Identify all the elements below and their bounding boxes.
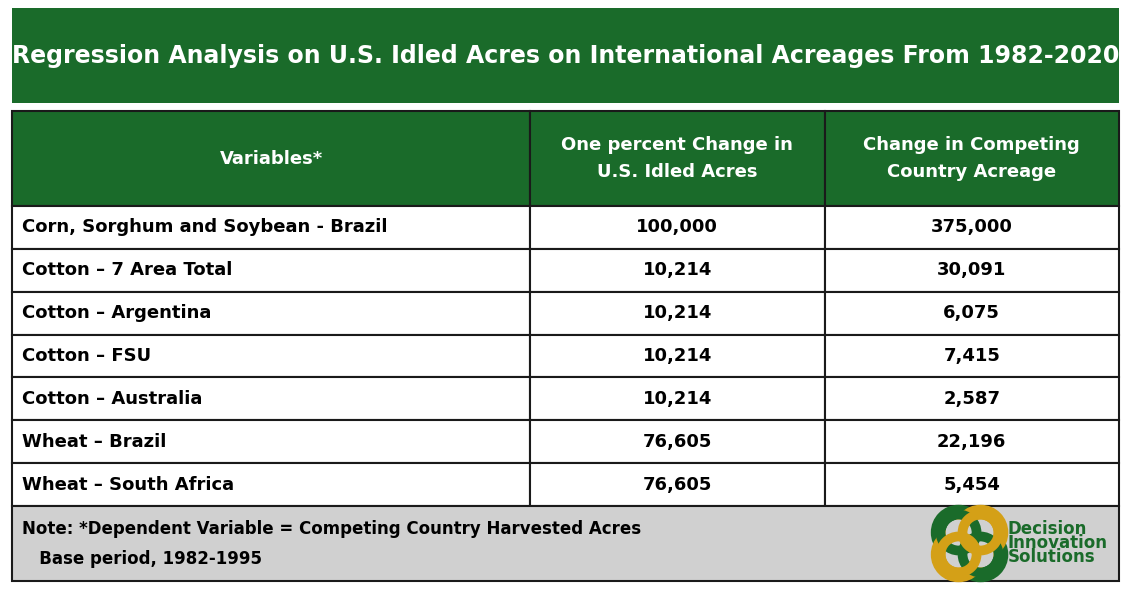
- Bar: [824, 292, 1119, 335]
- Text: Note: *Dependent Variable = Competing Country Harvested Acres: Note: *Dependent Variable = Competing Co…: [21, 519, 641, 538]
- Bar: [824, 335, 1119, 378]
- Circle shape: [946, 541, 972, 567]
- Text: Decision: Decision: [1008, 521, 1087, 538]
- Text: 100,000: 100,000: [637, 219, 718, 236]
- Text: Variables*: Variables*: [219, 150, 322, 167]
- Text: Wheat – Brazil: Wheat – Brazil: [21, 433, 166, 451]
- Circle shape: [946, 519, 972, 545]
- Bar: [824, 249, 1119, 292]
- Text: Innovation: Innovation: [1008, 534, 1107, 552]
- Circle shape: [967, 519, 993, 545]
- Bar: [530, 111, 824, 206]
- Bar: [824, 378, 1119, 421]
- Text: 6,075: 6,075: [943, 304, 1000, 322]
- Bar: [12, 378, 530, 421]
- Text: 22,196: 22,196: [938, 433, 1007, 451]
- Text: 10,214: 10,214: [642, 262, 713, 279]
- Text: 375,000: 375,000: [931, 219, 1012, 236]
- Text: Cotton – FSU: Cotton – FSU: [21, 347, 152, 365]
- Bar: [530, 335, 824, 378]
- Text: 76,605: 76,605: [642, 433, 713, 451]
- Text: Cotton – Australia: Cotton – Australia: [21, 390, 202, 408]
- Text: 2,587: 2,587: [943, 390, 1000, 408]
- Bar: [824, 206, 1119, 249]
- Bar: [12, 335, 530, 378]
- Text: 7,415: 7,415: [943, 347, 1000, 365]
- Text: 10,214: 10,214: [642, 304, 713, 322]
- Text: 10,214: 10,214: [642, 390, 713, 408]
- Bar: [530, 292, 824, 335]
- Bar: [12, 292, 530, 335]
- Text: Corn, Sorghum and Soybean - Brazil: Corn, Sorghum and Soybean - Brazil: [21, 219, 388, 236]
- Text: One percent Change in
U.S. Idled Acres: One percent Change in U.S. Idled Acres: [561, 136, 793, 181]
- Text: Base period, 1982-1995: Base period, 1982-1995: [21, 550, 262, 567]
- Bar: [824, 111, 1119, 206]
- Text: 10,214: 10,214: [642, 347, 713, 365]
- Text: Cotton – Argentina: Cotton – Argentina: [21, 304, 211, 322]
- Bar: [530, 463, 824, 506]
- Bar: [530, 378, 824, 421]
- Text: Change in Competing
Country Acreage: Change in Competing Country Acreage: [863, 136, 1080, 181]
- Text: Regression Analysis on U.S. Idled Acres on International Acreages From 1982-2020: Regression Analysis on U.S. Idled Acres …: [11, 44, 1120, 68]
- Text: 30,091: 30,091: [938, 262, 1007, 279]
- Bar: [530, 206, 824, 249]
- Bar: [12, 463, 530, 506]
- Text: Solutions: Solutions: [1008, 548, 1095, 567]
- Bar: [12, 421, 530, 463]
- Text: Cotton – 7 Area Total: Cotton – 7 Area Total: [21, 262, 232, 279]
- Circle shape: [967, 541, 993, 567]
- Text: 5,454: 5,454: [943, 475, 1000, 494]
- Bar: [824, 421, 1119, 463]
- Bar: [12, 8, 1119, 103]
- Bar: [12, 103, 1119, 111]
- Bar: [12, 206, 530, 249]
- Text: 76,605: 76,605: [642, 475, 713, 494]
- Bar: [12, 506, 1119, 581]
- Bar: [530, 249, 824, 292]
- Bar: [12, 249, 530, 292]
- Bar: [530, 421, 824, 463]
- Bar: [824, 463, 1119, 506]
- Text: Wheat – South Africa: Wheat – South Africa: [21, 475, 234, 494]
- Bar: [12, 111, 530, 206]
